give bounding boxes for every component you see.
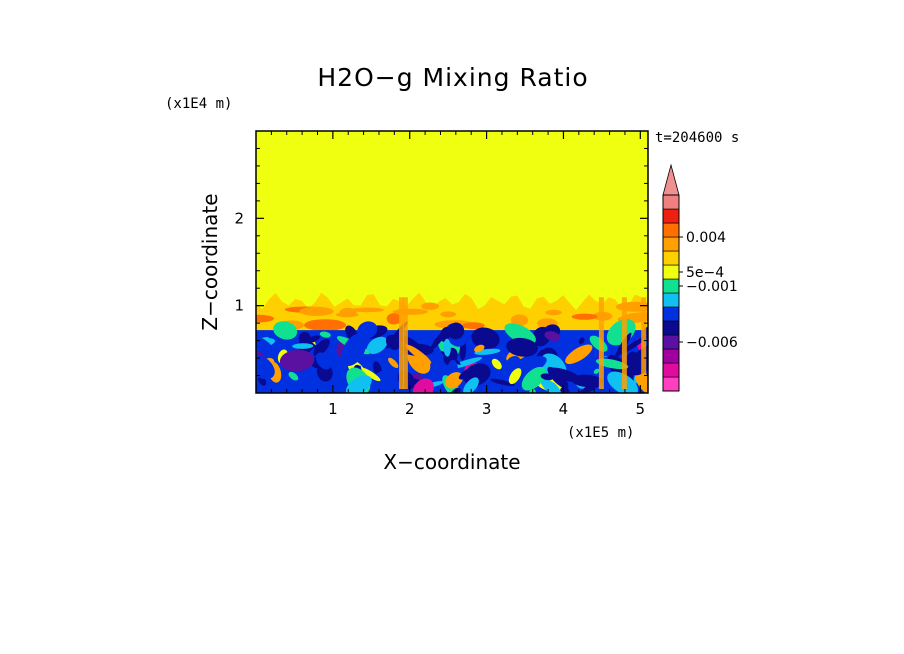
field-eddy (491, 358, 502, 370)
colorbar-label: −0.006 (686, 335, 738, 351)
field-eddy (508, 368, 522, 385)
field-plume (399, 297, 404, 389)
field-eddy (505, 355, 521, 370)
field-streak (256, 314, 275, 323)
field-eddy (593, 368, 600, 374)
colorbar-level (662, 362, 680, 378)
field-eddy (565, 344, 593, 364)
field-eddy (388, 357, 399, 368)
field-eddy (458, 365, 480, 380)
field-eddy (578, 337, 585, 345)
field-eddy (490, 378, 515, 387)
colorbar-level (662, 250, 680, 266)
colorbar: 0.004 5e−4−0.001 −0.006 (662, 163, 738, 392)
colorbar-label: 0.004 (686, 230, 726, 246)
y-ticks: 12 (234, 147, 648, 377)
colorbar-level (662, 306, 680, 322)
colorbar-level (662, 376, 680, 392)
field-eddy (521, 366, 546, 391)
field-eddy (279, 349, 315, 372)
field-streak (545, 309, 562, 316)
colorbar-frame (662, 194, 680, 392)
field-streak (299, 306, 334, 316)
field-streak (440, 311, 457, 318)
field-streak (462, 322, 485, 329)
field-eddy (547, 366, 569, 389)
plot-frame (255, 130, 649, 394)
x-tick-label: 5 (636, 400, 646, 418)
field-eddy (292, 343, 314, 349)
field-eddy (430, 329, 447, 350)
field-eddy (385, 334, 401, 351)
colorbar-label: −0.001 (686, 279, 738, 295)
field-eddy (506, 337, 538, 357)
field-eddy (471, 327, 500, 350)
y-scale-label: (x1E4 m) (165, 96, 232, 112)
field-eddy (443, 338, 451, 357)
field-eddy (313, 338, 330, 357)
colorbar-level (662, 264, 680, 280)
field-streak (421, 302, 440, 310)
field-streak (615, 301, 648, 312)
field-eddy (288, 371, 299, 381)
field-streak (386, 313, 402, 325)
field-streak (392, 308, 429, 315)
field-eddy (298, 331, 311, 344)
colorbar-label: 5e−4 (686, 265, 724, 281)
colorbar-level (662, 348, 680, 364)
field-plot (256, 131, 648, 393)
x-tick-label: 1 (328, 400, 338, 418)
x-tick-label: 3 (482, 400, 492, 418)
field-plume (402, 297, 408, 389)
colorbar-level (662, 222, 680, 238)
field-eddy (445, 372, 463, 389)
colorbar-extend-triangle (662, 163, 680, 196)
field-eddy (273, 321, 298, 340)
field-eddy (447, 322, 465, 340)
colorbar-level (662, 278, 680, 294)
field-eddy (517, 355, 547, 375)
x-ticks: 1 2 3 4 5 (270, 131, 646, 418)
field-streak (510, 314, 529, 327)
field-plume (621, 297, 627, 389)
field-eddy (544, 331, 561, 341)
colorbar-level (662, 236, 680, 252)
x-tick-label: 4 (559, 400, 569, 418)
y-tick-label: 1 (234, 297, 244, 315)
colorbar-level (662, 320, 680, 336)
y-tick-label: 2 (234, 209, 244, 227)
chart-title: H2O−g Mixing Ratio (317, 63, 588, 92)
field-eddy (412, 378, 434, 393)
field-eddy (256, 354, 275, 380)
field-streak (351, 307, 384, 313)
field-eddy (405, 344, 432, 364)
field-eddy (363, 369, 396, 393)
x-axis-label: X−coordinate (383, 450, 520, 474)
field-eddy (346, 375, 372, 393)
field-eddy (578, 379, 605, 393)
field-plume (598, 297, 604, 389)
field-eddy (595, 358, 629, 370)
field-eddy (360, 367, 381, 382)
colorbar-level (662, 194, 680, 210)
field-eddy (366, 336, 388, 355)
field-eddy (474, 344, 485, 353)
field-eddy (463, 377, 479, 393)
y-axis-label: Z−coordinate (198, 193, 222, 330)
field-eddy (341, 333, 367, 366)
field-streak (335, 312, 359, 318)
x-scale-label: (x1E5 m) (567, 425, 634, 441)
field-eddy (540, 373, 554, 381)
field-plume (641, 297, 647, 389)
colorbar-level (662, 334, 680, 350)
colorbar-level (662, 292, 680, 308)
x-tick-label: 2 (405, 400, 415, 418)
colorbar-level (662, 208, 680, 224)
time-label: t=204600 s (655, 130, 739, 146)
field-eddy (319, 331, 331, 338)
field-streak (304, 319, 347, 331)
field-streak (571, 313, 598, 320)
field-eddy (315, 352, 332, 370)
